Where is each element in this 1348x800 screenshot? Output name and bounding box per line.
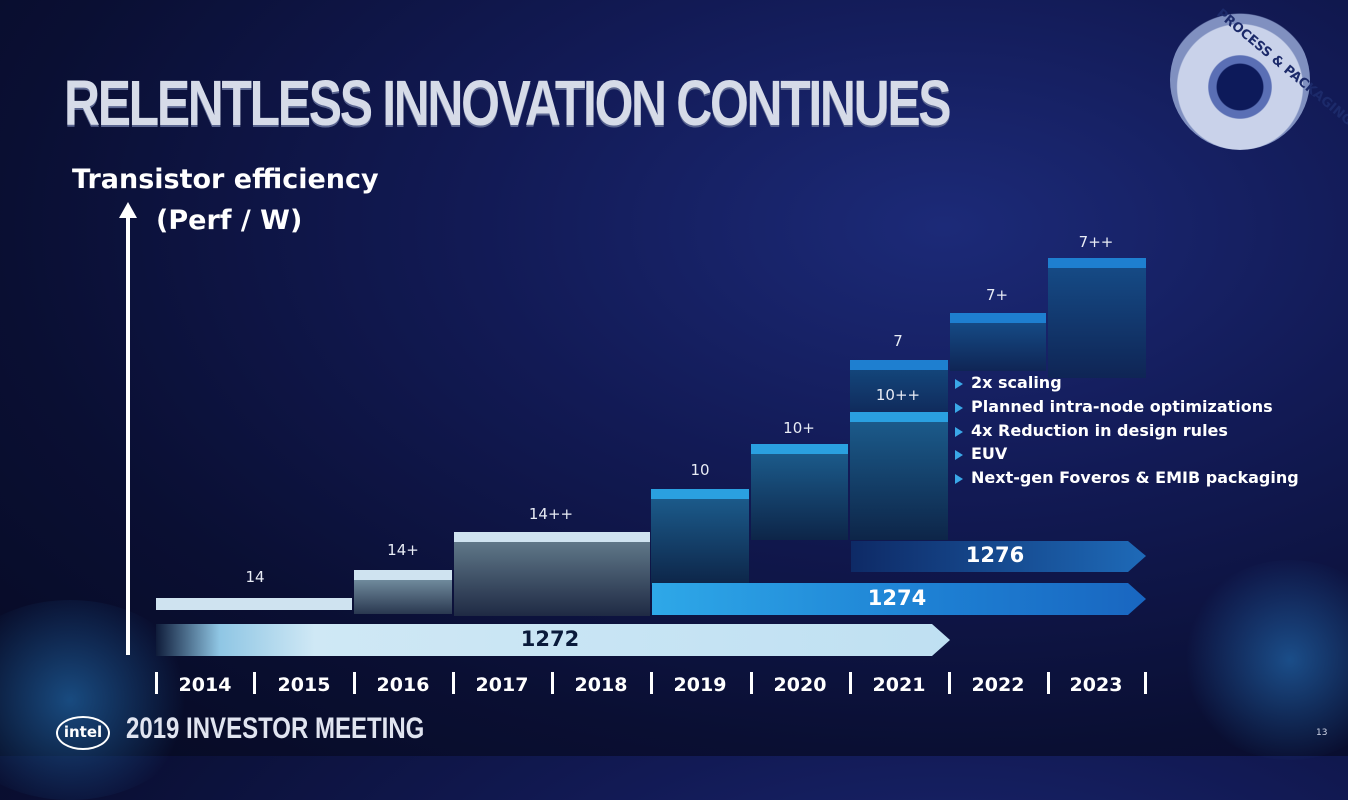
bullet-triangle-icon bbox=[955, 402, 963, 413]
page-number: 13 bbox=[1316, 728, 1328, 738]
feature-item: Planned intra-node optimizations bbox=[955, 397, 1273, 416]
node-label: 10+ bbox=[783, 419, 815, 437]
feature-text: Next-gen Foveros & EMIB packaging bbox=[971, 468, 1299, 487]
year-separator bbox=[551, 672, 554, 694]
node-label: 14 bbox=[245, 568, 265, 586]
feature-item: 2x scaling bbox=[955, 373, 1062, 392]
node-label: 14++ bbox=[528, 505, 574, 523]
background-glow bbox=[1180, 560, 1348, 760]
feature-item: EUV bbox=[955, 444, 1007, 463]
roadmap-1274-arrow bbox=[652, 583, 1146, 615]
bullet-triangle-icon bbox=[955, 378, 963, 389]
node-7-bar bbox=[850, 360, 948, 412]
year-separator bbox=[948, 672, 951, 694]
year-separator bbox=[452, 672, 455, 694]
node-label: 14+ bbox=[387, 541, 419, 559]
y-axis-arrow-icon bbox=[119, 202, 137, 655]
node-14plusplus-bar bbox=[454, 532, 650, 616]
year-label: 2021 bbox=[872, 674, 926, 696]
year-label: 2020 bbox=[773, 674, 827, 696]
year-label: 2023 bbox=[1069, 674, 1123, 696]
feature-item: Next-gen Foveros & EMIB packaging bbox=[955, 468, 1299, 487]
y-axis-label: Transistor efficiency bbox=[72, 164, 379, 195]
year-label: 2019 bbox=[673, 674, 727, 696]
year-separator bbox=[1047, 672, 1050, 694]
node-10-bar bbox=[651, 489, 749, 585]
node-7plusplus-bar bbox=[1048, 258, 1146, 378]
node-label: 7++ bbox=[1078, 233, 1114, 251]
feature-text: 4x Reduction in design rules bbox=[971, 421, 1228, 440]
year-separator bbox=[253, 672, 256, 694]
year-label: 2016 bbox=[376, 674, 430, 696]
feature-text: Planned intra-node optimizations bbox=[971, 397, 1273, 416]
year-label: 2022 bbox=[971, 674, 1025, 696]
year-separator bbox=[155, 672, 158, 694]
node-label: 10++ bbox=[875, 386, 921, 404]
node-14plus-bar bbox=[354, 570, 452, 614]
year-label: 2018 bbox=[574, 674, 628, 696]
roadmap-arrows bbox=[156, 541, 1146, 656]
year-separator bbox=[849, 672, 852, 694]
node-label: 7 bbox=[893, 332, 903, 350]
year-separator bbox=[750, 672, 753, 694]
y-axis-unit: (Perf / W) bbox=[156, 205, 303, 236]
feature-text: EUV bbox=[971, 444, 1008, 463]
roadmap-1272-label: 1272 bbox=[520, 627, 580, 651]
process-packaging-seal-icon bbox=[1170, 10, 1310, 150]
node-label: 10 bbox=[690, 461, 710, 479]
node-label: 7+ bbox=[985, 286, 1009, 304]
roadmap-1276-arrow bbox=[851, 541, 1146, 572]
feature-item: 4x Reduction in design rules bbox=[955, 421, 1228, 440]
year-separator bbox=[1144, 672, 1147, 694]
year-label: 2017 bbox=[475, 674, 529, 696]
slide-title: RELENTLESS INNOVATION CONTINUES bbox=[64, 67, 952, 139]
feature-text: 2x scaling bbox=[971, 373, 1062, 392]
node-7plus-bar bbox=[950, 313, 1046, 371]
year-label: 2014 bbox=[178, 674, 232, 696]
year-separator bbox=[650, 672, 653, 694]
node-10plus-bar bbox=[751, 444, 848, 540]
event-name: 2019 INVESTOR MEETING bbox=[126, 712, 425, 745]
year-separator bbox=[353, 672, 356, 694]
intel-logo: intel bbox=[56, 716, 110, 750]
roadmap-1274-label: 1274 bbox=[867, 586, 927, 610]
node-14-bar bbox=[156, 598, 352, 610]
bullet-triangle-icon bbox=[955, 426, 963, 437]
roadmap-1272-arrow bbox=[156, 624, 950, 656]
bullet-triangle-icon bbox=[955, 473, 963, 484]
roadmap-1276-label: 1276 bbox=[965, 543, 1025, 567]
node-10plusplus-bar bbox=[850, 412, 948, 540]
year-label: 2015 bbox=[277, 674, 331, 696]
bullet-triangle-icon bbox=[955, 449, 963, 460]
